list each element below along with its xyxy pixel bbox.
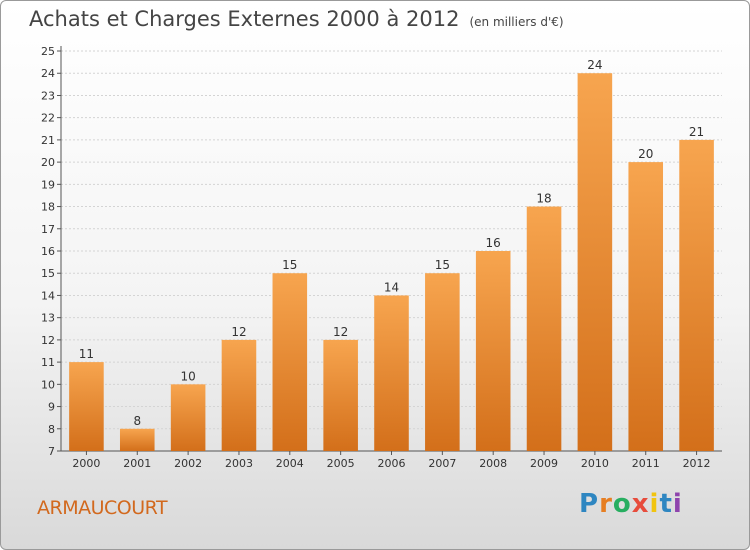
proxiti-logo: Proxiti [579,489,683,519]
y-tick-label: 12 [41,334,55,347]
y-tick-label: 16 [41,245,55,258]
bar-2002 [170,384,206,451]
x-tick-label: 2002 [174,457,202,470]
x-tick-label: 2008 [479,457,507,470]
x-tick-label: 2007 [428,457,456,470]
bar-2005 [323,339,358,451]
y-tick-label: 14 [41,289,55,302]
y-tick-label: 21 [41,134,55,147]
chart-title-text: Achats et Charges Externes 2000 à 2012 [29,7,460,31]
value-label: 12 [231,325,246,339]
bar-2009 [526,206,562,451]
x-tick-label: 2010 [581,457,609,470]
value-label: 8 [133,414,141,428]
logo-letter: i [672,489,683,519]
value-label: 21 [689,125,704,139]
y-tick-label: 25 [41,45,55,58]
x-tick-label: 2003 [225,457,253,470]
y-tick-label: 11 [41,356,55,369]
y-axis-ticks: 7 8 9 10 11 12 13 14 15 16 17 18 19 20 21 22 23 24 25 [41,45,61,458]
y-tick-label: 8 [48,423,55,436]
x-tick-label: 2011 [632,457,660,470]
value-label: 15 [435,258,450,272]
bar-2008 [475,251,511,451]
logo-letter: x [631,489,650,519]
y-tick-label: 22 [41,112,55,125]
value-label: 10 [180,369,195,383]
bar-2001 [119,428,155,451]
chart-subtitle: (en milliers d'€) [469,15,564,29]
y-tick-label: 20 [41,156,55,169]
chart-title: Achats et Charges Externes 2000 à 2012 (e… [29,7,564,31]
y-tick-label: 18 [41,201,55,214]
y-tick-label: 15 [41,267,55,280]
y-tick-label: 13 [41,312,55,325]
value-label: 15 [282,258,297,272]
value-labels: 11 8 10 12 15 12 14 15 16 18 24 20 21 [79,58,704,428]
commune-name: ARMAUCOURT [37,497,168,519]
y-tick-label: 23 [41,89,55,102]
x-tick-label: 2001 [123,457,151,470]
x-tick-label: 2012 [683,457,711,470]
logo-letter: i [649,489,660,519]
y-tick-label: 17 [41,223,55,236]
y-tick-label: 24 [41,67,55,80]
x-axis-ticks: 2000 2001 2002 2003 2004 2005 2006 2007 2008 2009… [72,451,711,470]
bars [69,73,714,451]
y-tick-label: 7 [48,445,55,458]
bar-2007 [425,273,460,451]
bar-2006 [374,295,409,451]
logo-letter: r [599,489,613,519]
bar-2004 [272,273,308,451]
bar-2010 [577,73,613,451]
x-tick-label: 2004 [276,457,304,470]
y-tick-label: 19 [41,178,55,191]
y-tick-label: 10 [41,378,55,391]
bar-2012 [679,139,714,451]
value-label: 24 [587,58,602,72]
logo-letter: P [579,489,600,519]
value-label: 16 [486,236,501,250]
value-label: 18 [536,192,551,206]
value-label: 12 [333,325,348,339]
value-label: 20 [638,147,653,161]
y-tick-label: 9 [48,401,55,414]
value-label: 11 [79,347,94,361]
x-tick-label: 2006 [378,457,406,470]
bar-2003 [221,339,257,451]
value-label: 14 [384,280,399,294]
x-tick-label: 2005 [327,457,355,470]
x-tick-label: 2009 [530,457,558,470]
bar-2011 [628,162,664,451]
bar-2000 [69,362,104,451]
logo-letter: o [612,489,632,519]
x-tick-label: 2000 [72,457,100,470]
logo-letter: t [659,489,673,519]
